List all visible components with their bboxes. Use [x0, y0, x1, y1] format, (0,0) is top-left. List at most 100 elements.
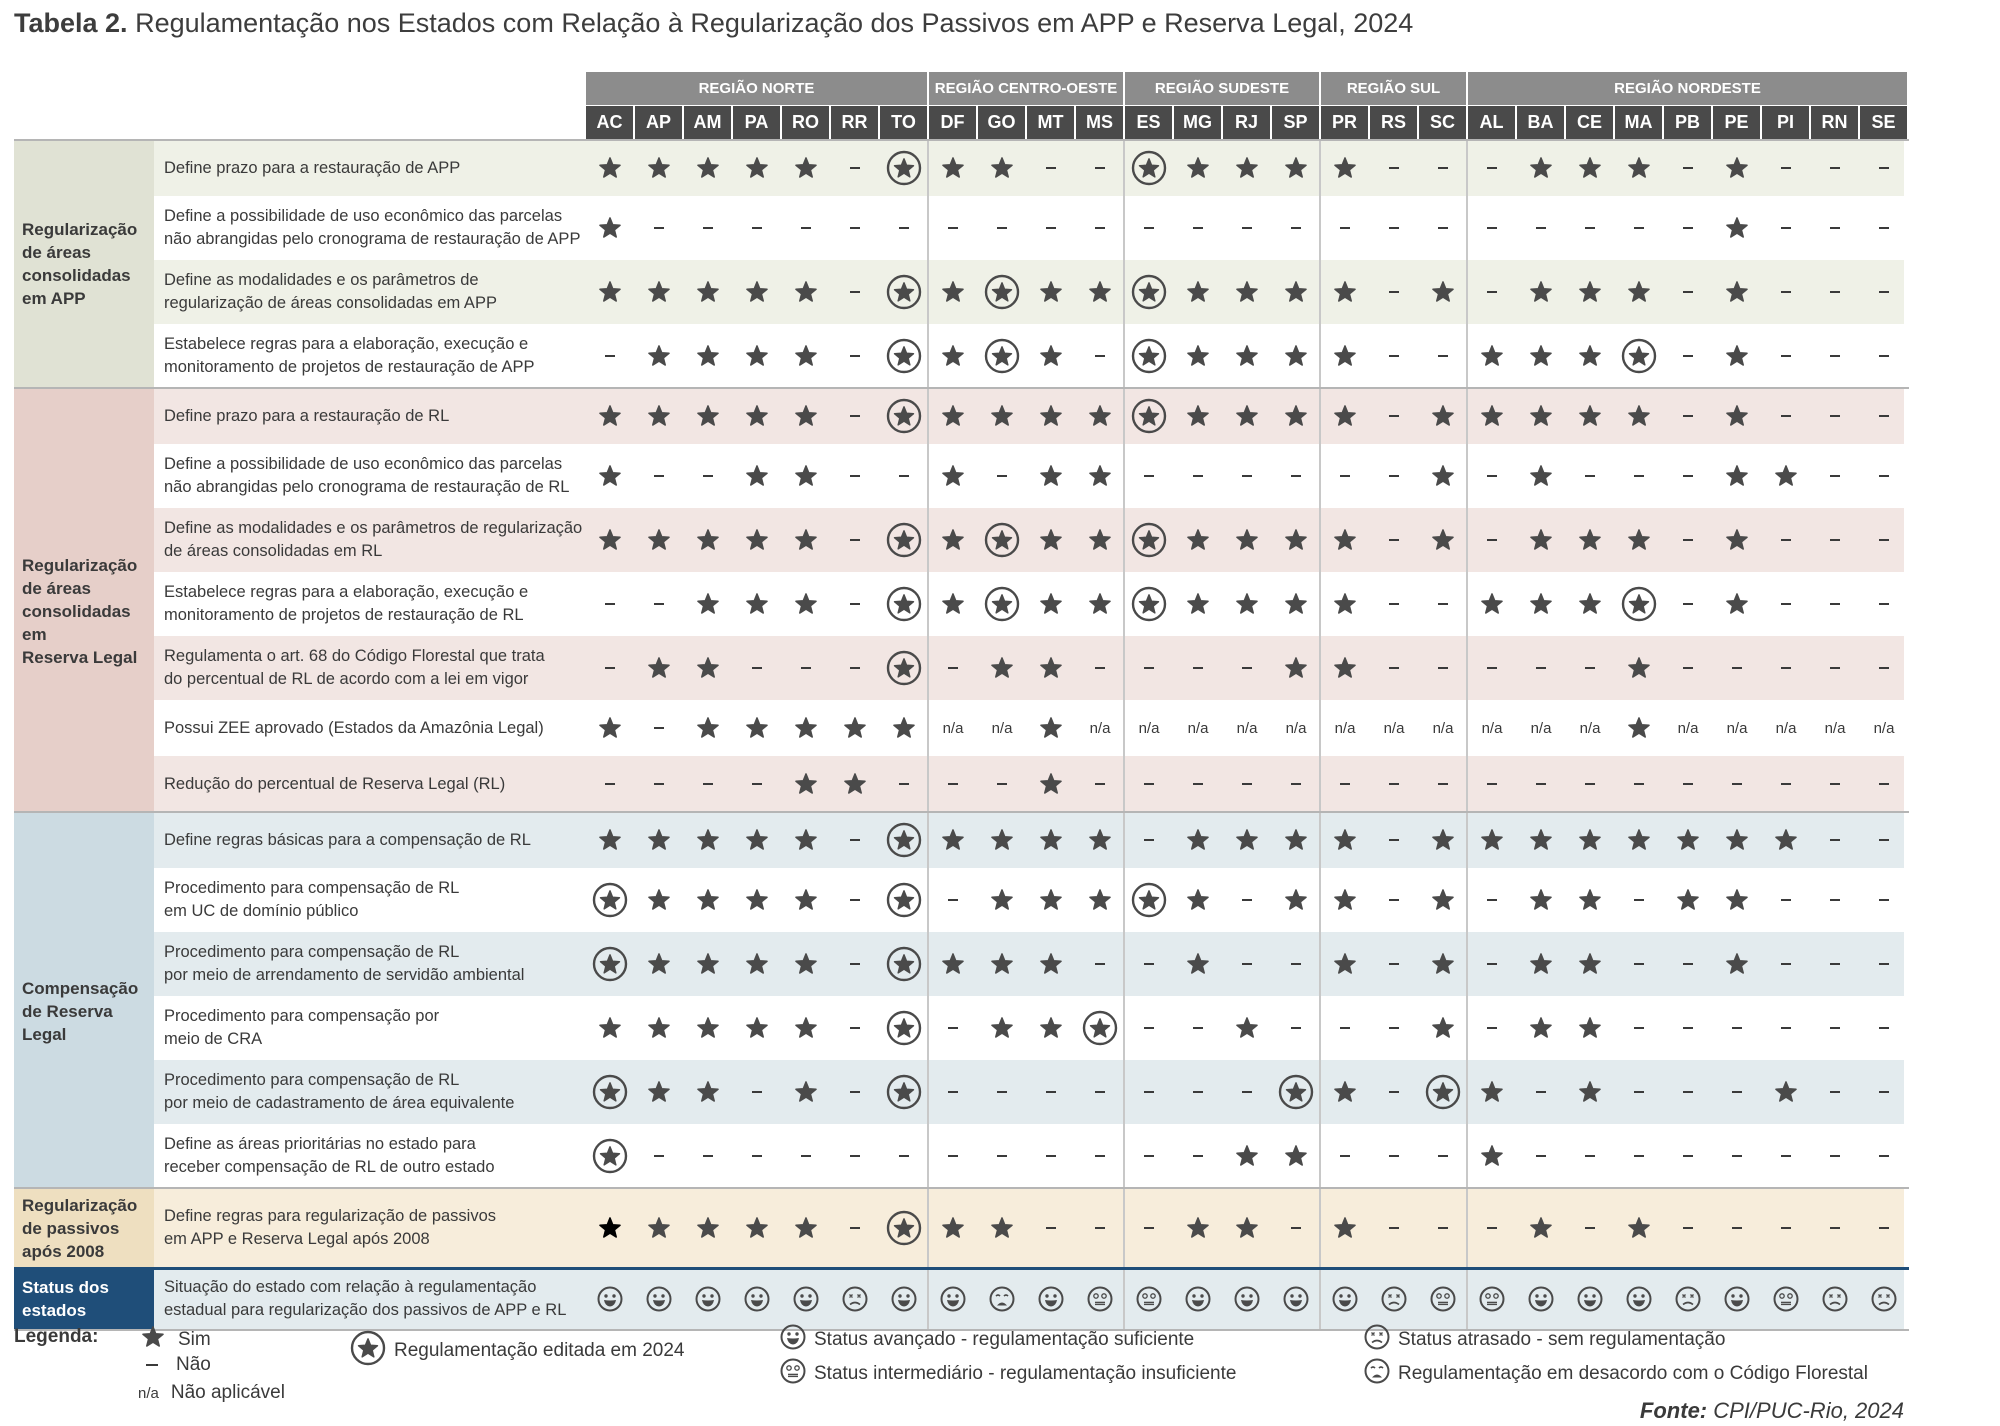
star-icon	[1321, 324, 1369, 388]
dash-icon	[929, 996, 977, 1060]
group-separator	[14, 387, 1909, 389]
star-icon	[1468, 572, 1516, 636]
dash-icon	[1223, 1060, 1271, 1124]
star-icon	[929, 812, 977, 868]
dash-icon	[1860, 388, 1908, 444]
criterion-label-line: monitoramento de projetos de restauração…	[164, 358, 535, 376]
dash-icon	[1321, 756, 1369, 812]
criterion-label-line: do percentual de RL de acordo com a lei …	[164, 670, 529, 688]
status-late-icon	[1364, 1324, 1390, 1356]
dash-icon	[635, 196, 683, 260]
criterion-label: Redução do percentual de Reserva Legal (…	[164, 773, 584, 796]
dash-icon	[831, 508, 879, 572]
circled-star-icon	[586, 868, 634, 932]
dash-icon	[684, 196, 732, 260]
dash-icon	[929, 1124, 977, 1188]
dash-icon	[1860, 196, 1908, 260]
dash-icon	[1615, 756, 1663, 812]
dash-icon	[1615, 932, 1663, 996]
table-row-bg	[154, 756, 1904, 812]
star-icon	[1713, 932, 1761, 996]
criterion-label-line: receber compensação de RL de outro estad…	[164, 1158, 495, 1176]
star-icon	[1272, 572, 1320, 636]
dash-icon	[1860, 324, 1908, 388]
star-icon	[978, 932, 1026, 996]
criterion-label-line: não abrangidas pelo cronograma de restau…	[164, 478, 570, 496]
dash-icon	[1370, 324, 1418, 388]
criterion-label: Estabelece regras para a elaboração, exe…	[164, 581, 584, 627]
state-header: PR	[1321, 106, 1368, 139]
dash-icon	[586, 756, 634, 812]
star-icon	[782, 444, 830, 508]
dash-icon	[1370, 444, 1418, 508]
dash-icon	[1713, 756, 1761, 812]
dash-icon	[1272, 444, 1320, 508]
star-icon	[929, 572, 977, 636]
dash-icon	[1076, 932, 1124, 996]
dash-icon	[1272, 196, 1320, 260]
dash-icon	[1860, 1060, 1908, 1124]
star-icon	[782, 260, 830, 324]
criterion-label: Regulamenta o art. 68 do Código Floresta…	[164, 645, 584, 691]
circled-star-icon	[1419, 1060, 1467, 1124]
dash-icon	[1664, 756, 1712, 812]
dash-icon	[1664, 932, 1712, 996]
star-icon	[1517, 572, 1565, 636]
star-icon	[1419, 868, 1467, 932]
star-icon	[1272, 1124, 1320, 1188]
criterion-label-line: Define regras básicas para a compensação…	[164, 830, 531, 849]
dash-icon	[880, 444, 928, 508]
dash-icon	[1762, 260, 1810, 324]
star-icon	[1272, 324, 1320, 388]
dash-icon	[1174, 756, 1222, 812]
star-icon	[1419, 508, 1467, 572]
star-icon	[782, 140, 830, 196]
dash-icon	[635, 572, 683, 636]
state-header: MS	[1076, 106, 1123, 139]
dash-icon	[1664, 140, 1712, 196]
na-label: n/a	[1677, 719, 1699, 737]
dash-icon	[1860, 868, 1908, 932]
na-label: n/a	[1383, 719, 1405, 737]
star-icon	[929, 260, 977, 324]
status-intermediate-icon	[1076, 1268, 1124, 1330]
dash-icon	[1664, 196, 1712, 260]
dash-icon	[1370, 756, 1418, 812]
star-icon	[1517, 260, 1565, 324]
dash-icon	[1811, 868, 1859, 932]
circled-star-icon	[880, 812, 928, 868]
table-row-bg	[154, 140, 1904, 196]
star-icon	[684, 388, 732, 444]
star-icon	[635, 996, 683, 1060]
star-icon	[1076, 508, 1124, 572]
na-label: n/a	[1481, 719, 1503, 737]
criterion-label: Define prazo para a restauração de APP	[164, 157, 584, 180]
dash-icon	[1762, 996, 1810, 1060]
circled-star-icon	[880, 572, 928, 636]
dash-icon	[1370, 996, 1418, 1060]
dash-icon	[1125, 756, 1173, 812]
circled-star-icon	[978, 572, 1026, 636]
star-icon	[831, 700, 879, 756]
dash-icon	[1762, 932, 1810, 996]
group-label: Compensação de Reserva Legal	[22, 977, 150, 1046]
star-icon	[1566, 388, 1614, 444]
star-icon	[1615, 140, 1663, 196]
dash-icon	[831, 260, 879, 324]
dash-icon	[1713, 636, 1761, 700]
criterion-label-line: Define as áreas prioritárias no estado p…	[164, 1135, 476, 1153]
star-icon	[1223, 996, 1271, 1060]
status-advanced-icon	[880, 1268, 928, 1330]
dash-icon	[1762, 508, 1810, 572]
star-icon	[929, 388, 977, 444]
criterion-label-line: Estabelece regras para a elaboração, exe…	[164, 583, 529, 601]
dash-icon	[1615, 196, 1663, 260]
dash-icon	[929, 1060, 977, 1124]
region-separator	[927, 140, 929, 1330]
star-icon	[1027, 388, 1075, 444]
dash-icon	[1811, 508, 1859, 572]
state-header: AC	[586, 106, 633, 139]
criterion-label: Define regras básicas para a compensação…	[164, 829, 584, 852]
dash-icon	[1370, 508, 1418, 572]
